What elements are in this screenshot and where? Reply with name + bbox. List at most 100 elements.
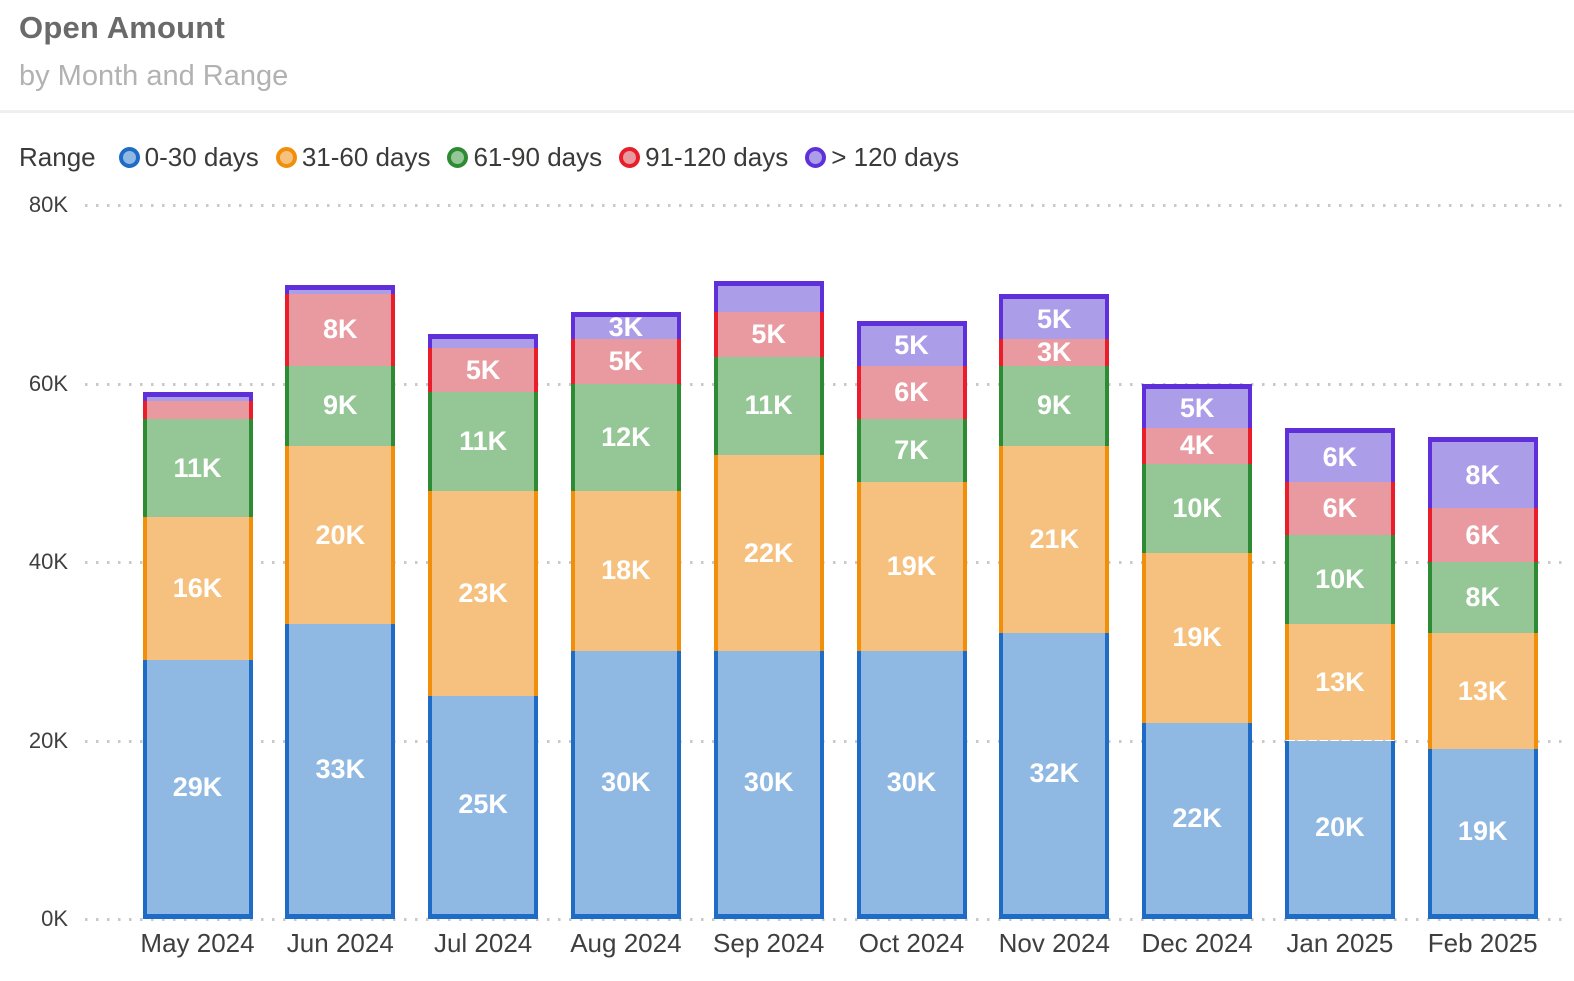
bar-segment[interactable]: 5K [428,347,539,393]
bar-segment[interactable]: 13K [1427,633,1538,750]
bar-segment[interactable]: 10K [1142,463,1253,554]
bar-segment[interactable]: 22K [713,454,824,652]
bar-value-label: 8K [1465,459,1500,490]
bar-segment[interactable]: 10K [1284,535,1395,625]
bar-value-label: 19K [886,550,937,581]
bar-segment[interactable]: 33K [285,624,396,919]
legend-series-color-icon [118,146,140,168]
chart-subtitle: by Month and Range [19,60,289,92]
legend-item-0-30-days[interactable]: 0-30 days [118,142,259,173]
legend-item-31-60-days[interactable]: 31-60 days [275,142,430,173]
bar-segment[interactable]: 11K [713,356,824,455]
bar-segment[interactable]: 18K [570,490,681,652]
bar-segment[interactable]: 30K [570,651,681,919]
bar-value-label: 11K [744,390,793,421]
y-axis-tick-label: 0K [41,906,68,931]
legend-item-label: 61-90 days [473,141,603,172]
legend-series-color-icon [805,146,827,168]
bar-value-label: 21K [1029,524,1080,555]
legend-item-120-days[interactable]: > 120 days [805,142,959,173]
bar-value-label: 3K [1037,336,1072,367]
bar-segment[interactable]: 8K [1427,562,1538,634]
bar-segment[interactable]: 19K [1142,553,1253,723]
bar-value-label: 8K [1465,582,1500,613]
bar-segment[interactable]: 5K [1142,383,1253,429]
bar-value-label: 5K [751,318,786,349]
bar-segment[interactable] [285,285,396,295]
legend-item-61-90-days[interactable]: 61-90 days [447,142,602,173]
bar-value-label: 6K [1322,441,1358,472]
bar-value-label: 3K [608,312,644,343]
bar-segment[interactable]: 30K [713,651,824,919]
x-axis-label: Dec 2024 [1141,928,1253,958]
bar-segment[interactable]: 5K [570,338,681,384]
bar-segment[interactable]: 11K [428,392,539,491]
y-axis-tick-label: 60K [28,370,68,396]
bar-segment[interactable]: 25K [428,695,539,919]
y-gridline [85,561,1566,564]
bar-value-label: 9K [1037,390,1072,421]
bar-segment[interactable]: 4K [1142,428,1253,464]
bar-value-label: 12K [601,421,651,452]
bar-value-label: 5K [465,354,501,385]
bar-segment[interactable] [142,392,253,402]
bar-value-label: 18K [601,555,651,586]
bar-segment[interactable]: 8K [285,294,396,366]
bar-segment[interactable]: 3K [570,312,681,343]
bar-segment[interactable]: 3K [999,336,1110,367]
bar-segment[interactable]: 6K [1427,508,1538,562]
bar-value-label: 5K [608,345,644,376]
bar-segment[interactable]: 6K [1284,481,1395,536]
bar-segment[interactable]: 29K [142,660,253,919]
bar-segment[interactable]: 20K [1284,740,1395,919]
bar-segment[interactable]: 7K [856,419,967,482]
bar-segment[interactable]: 22K [1142,722,1253,919]
bar-segment[interactable]: 8K [1427,437,1538,509]
bar-value-label: 10K [1172,492,1222,523]
bar-segment[interactable]: 32K [999,633,1110,919]
bar-segment[interactable] [428,334,539,348]
bar-value-label: 6K [1465,519,1500,550]
bar-segment[interactable] [713,280,824,313]
bar-value-label: 11K [459,426,508,456]
x-axis-label: Feb 2025 [1427,928,1538,958]
bar-segment[interactable]: 12K [570,383,681,491]
legend-item-label: 91-120 days [645,141,789,172]
bar-segment[interactable]: 13K [1284,624,1395,741]
bar-value-label: 16K [172,573,223,604]
bar-segment[interactable]: 5K [999,294,1110,339]
bar-value-label: 30K [886,767,937,798]
x-axis-label: Oct 2024 [858,928,965,958]
bar-value-label: 20K [315,519,366,550]
bar-value-label: 5K [894,330,929,361]
x-axis-label: Sep 2024 [713,928,825,958]
legend-item-91-120-days[interactable]: 91-120 days [619,142,788,173]
bar-segment[interactable]: 20K [285,445,396,625]
bar-segment[interactable]: 9K [999,365,1110,446]
bar-value-label: 11K [173,452,222,483]
y-axis-tick-label: 40K [28,549,68,574]
bar-segment[interactable]: 11K [142,419,253,518]
bar-segment[interactable]: 9K [285,365,396,446]
bar-segment[interactable]: 6K [856,365,967,420]
bar-segment[interactable]: 23K [428,490,539,696]
legend: Range 0-30 days 31-60 days 61-90 days 91-12… [19,138,959,176]
bar-segment[interactable]: 5K [713,312,824,357]
bar-segment[interactable]: 30K [856,651,967,919]
bar-value-label: 19K [1172,622,1222,653]
y-gridline [85,382,1566,386]
bar-value-label: 13K [1457,675,1508,706]
y-gridline [85,739,1566,743]
bar-segment[interactable]: 16K [142,517,253,661]
bar-segment[interactable] [142,401,253,420]
bar-value-label: 33K [315,753,366,784]
bar-segment[interactable]: 6K [1284,428,1395,482]
bar-segment[interactable]: 19K [856,481,967,652]
bar-value-label: 22K [1172,802,1222,833]
y-gridline [85,918,1566,921]
bar-value-label: 10K [1315,564,1365,595]
x-axis-label: Nov 2024 [998,928,1110,958]
bar-segment[interactable]: 21K [999,445,1110,634]
bar-segment[interactable]: 5K [856,321,967,366]
bar-segment[interactable]: 19K [1427,749,1538,919]
